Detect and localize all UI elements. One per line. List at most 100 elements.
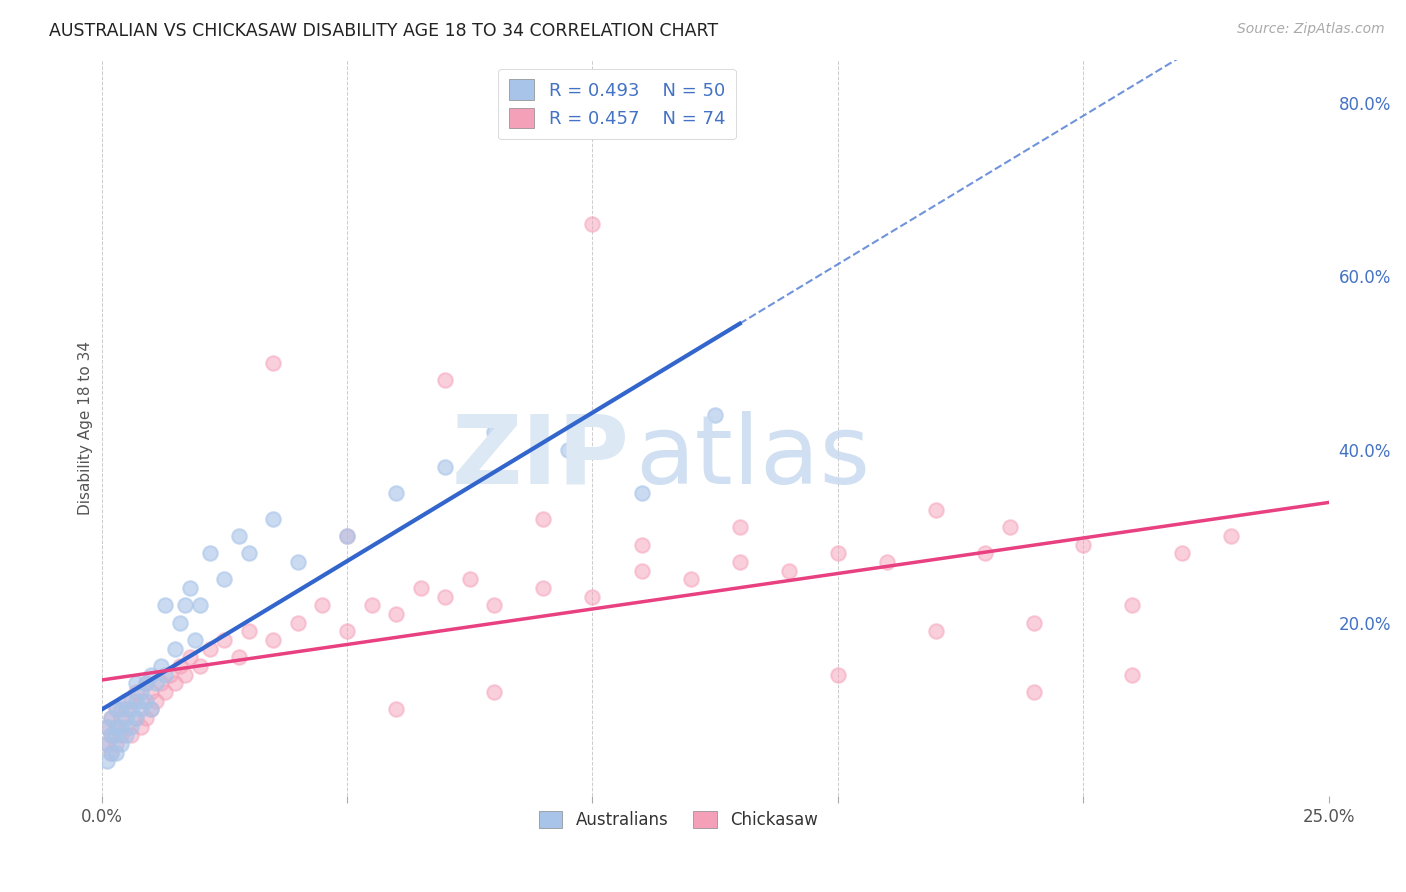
Point bbox=[100, 728, 122, 742]
Point bbox=[115, 720, 138, 734]
Point bbox=[100, 746, 122, 760]
Point bbox=[120, 694, 142, 708]
Text: Source: ZipAtlas.com: Source: ZipAtlas.com bbox=[1237, 22, 1385, 37]
Point bbox=[110, 737, 132, 751]
Legend: Australians, Chickasaw: Australians, Chickasaw bbox=[533, 804, 824, 836]
Point bbox=[238, 546, 260, 560]
Point bbox=[262, 633, 284, 648]
Point bbox=[159, 667, 181, 681]
Point bbox=[105, 720, 128, 734]
Text: ZIP: ZIP bbox=[451, 411, 630, 504]
Point bbox=[96, 755, 118, 769]
Point bbox=[1121, 667, 1143, 681]
Point bbox=[139, 685, 162, 699]
Point bbox=[1170, 546, 1192, 560]
Point bbox=[96, 720, 118, 734]
Point bbox=[115, 711, 138, 725]
Text: AUSTRALIAN VS CHICKASAW DISABILITY AGE 18 TO 34 CORRELATION CHART: AUSTRALIAN VS CHICKASAW DISABILITY AGE 1… bbox=[49, 22, 718, 40]
Point bbox=[110, 728, 132, 742]
Point bbox=[925, 503, 948, 517]
Point bbox=[96, 737, 118, 751]
Point bbox=[135, 694, 157, 708]
Point bbox=[105, 746, 128, 760]
Point bbox=[105, 702, 128, 716]
Point bbox=[100, 711, 122, 725]
Point bbox=[125, 685, 148, 699]
Point bbox=[311, 599, 333, 613]
Point bbox=[115, 694, 138, 708]
Point bbox=[630, 485, 652, 500]
Point bbox=[360, 599, 382, 613]
Point bbox=[385, 485, 408, 500]
Point bbox=[679, 573, 702, 587]
Point bbox=[129, 720, 152, 734]
Point bbox=[581, 217, 603, 231]
Point bbox=[214, 633, 236, 648]
Point bbox=[174, 667, 197, 681]
Point bbox=[125, 711, 148, 725]
Point bbox=[827, 546, 849, 560]
Point bbox=[188, 599, 211, 613]
Point bbox=[581, 590, 603, 604]
Point bbox=[135, 676, 157, 690]
Point bbox=[169, 659, 191, 673]
Point bbox=[228, 529, 250, 543]
Point bbox=[630, 538, 652, 552]
Point bbox=[531, 581, 554, 595]
Point bbox=[125, 711, 148, 725]
Point bbox=[115, 728, 138, 742]
Point bbox=[434, 459, 457, 474]
Point bbox=[105, 728, 128, 742]
Point bbox=[630, 564, 652, 578]
Point bbox=[125, 694, 148, 708]
Point bbox=[139, 702, 162, 716]
Point bbox=[110, 702, 132, 716]
Point bbox=[105, 702, 128, 716]
Point bbox=[198, 546, 221, 560]
Point bbox=[1219, 529, 1241, 543]
Point bbox=[925, 624, 948, 639]
Point bbox=[998, 520, 1021, 534]
Point bbox=[214, 573, 236, 587]
Point bbox=[974, 546, 997, 560]
Point bbox=[484, 425, 506, 440]
Point bbox=[100, 728, 122, 742]
Point bbox=[120, 728, 142, 742]
Point bbox=[336, 529, 359, 543]
Point bbox=[228, 650, 250, 665]
Point bbox=[728, 520, 751, 534]
Point bbox=[876, 555, 898, 569]
Point bbox=[100, 746, 122, 760]
Point bbox=[184, 633, 207, 648]
Point bbox=[728, 555, 751, 569]
Point bbox=[165, 641, 187, 656]
Point bbox=[155, 685, 177, 699]
Point bbox=[287, 615, 309, 630]
Point bbox=[704, 408, 727, 422]
Point bbox=[110, 720, 132, 734]
Point bbox=[96, 737, 118, 751]
Point bbox=[188, 659, 211, 673]
Point bbox=[1073, 538, 1095, 552]
Text: atlas: atlas bbox=[636, 411, 870, 504]
Point bbox=[385, 607, 408, 621]
Point bbox=[238, 624, 260, 639]
Point bbox=[458, 573, 481, 587]
Point bbox=[120, 720, 142, 734]
Point bbox=[169, 615, 191, 630]
Point bbox=[110, 711, 132, 725]
Point bbox=[531, 512, 554, 526]
Point bbox=[198, 641, 221, 656]
Point bbox=[139, 702, 162, 716]
Point bbox=[385, 702, 408, 716]
Point bbox=[145, 676, 167, 690]
Point bbox=[129, 694, 152, 708]
Point bbox=[129, 685, 152, 699]
Point bbox=[179, 581, 201, 595]
Point bbox=[287, 555, 309, 569]
Point bbox=[262, 512, 284, 526]
Point bbox=[262, 356, 284, 370]
Point bbox=[179, 650, 201, 665]
Point bbox=[434, 590, 457, 604]
Point bbox=[145, 694, 167, 708]
